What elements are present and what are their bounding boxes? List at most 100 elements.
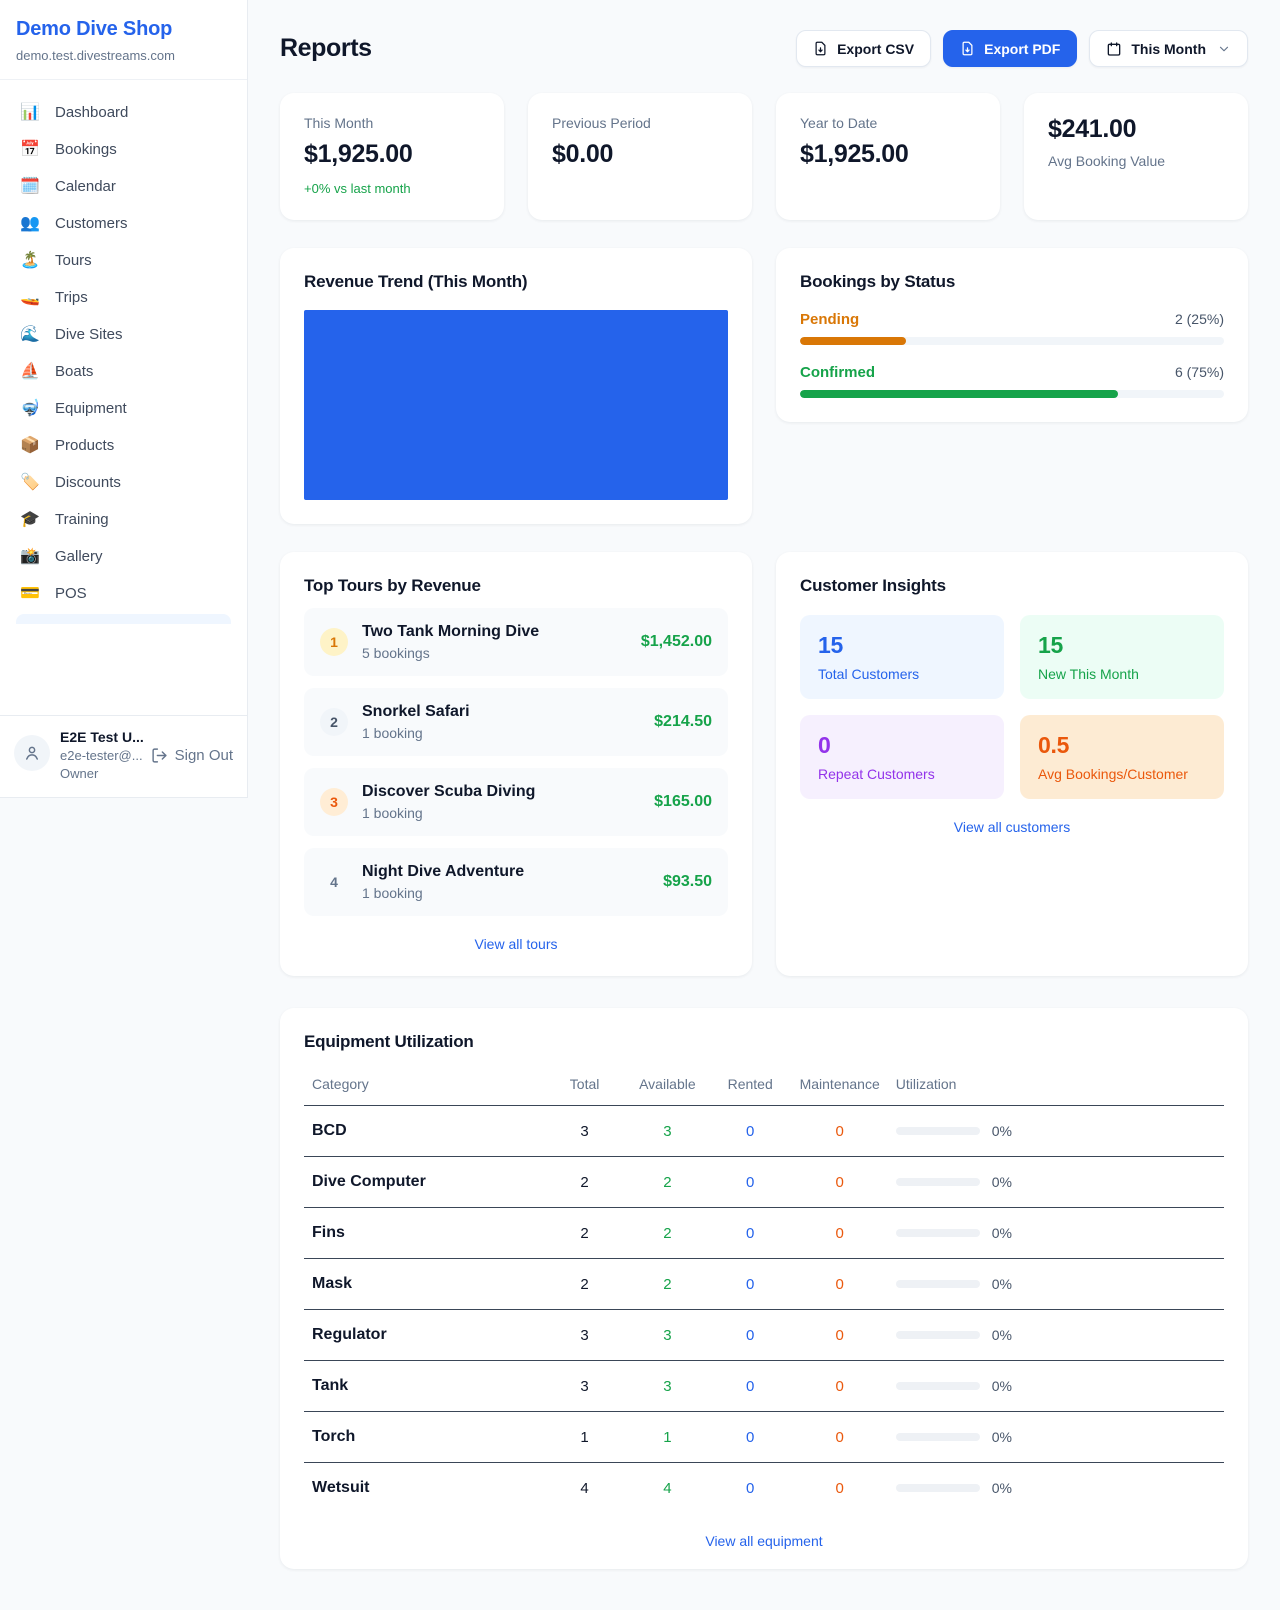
sidebar-item-label: Customers [55,215,128,232]
tile-repeat-customers: 0 Repeat Customers [800,715,1004,799]
equipment-utilization-title: Equipment Utilization [304,1032,474,1051]
cell-rented: 0 [746,1479,755,1497]
cell-rented: 0 [708,1156,792,1208]
top-tours-title: Top Tours by Revenue [304,576,481,595]
sidebar-item-boats[interactable]: ⛵ Boats [8,353,239,390]
col-rented: Rented [708,1066,792,1106]
user-box: E2E Test U... e2e-tester@... Owner Sign … [0,715,247,797]
person-icon [26,746,38,760]
header-actions: Export CSV Export PDF This Month [796,30,1248,67]
sidebar-item-label: Bookings [55,141,117,158]
view-all-tours-link[interactable]: View all tours [304,936,728,952]
insight-grid: 15 Total Customers 15 New This Month 0 R… [800,615,1224,799]
cell-rented: 0 [708,1258,792,1310]
cell-category: Tank [304,1360,544,1412]
cell-utilization: 0% [887,1309,1224,1361]
sign-out-icon [152,747,167,763]
stat-value: $241.00 [1048,115,1137,143]
progress-track [800,390,1224,398]
rank-badge: 1 [320,628,348,656]
tour-row: 1 Two Tank Morning Dive 5 bookings $1,45… [304,608,728,676]
sidebar-item-tours[interactable]: 🏝️ Tours [8,242,239,279]
sidebar-item-trips[interactable]: 🚤 Trips [8,279,239,316]
user-role: Owner [60,766,99,781]
sidebar-item-pos[interactable]: 💳 POS [8,575,239,612]
tile-label: Total Customers [818,666,920,682]
table-row: Mask 2 2 0 0 0% [304,1258,1224,1310]
cell-utilization: 0% [887,1207,1224,1259]
revenue-trend-card: Revenue Trend (This Month) [280,248,752,524]
cell-rented: 0 [708,1207,792,1259]
utilization-percent: 0% [991,1174,1012,1190]
cell-rented: 0 [708,1411,792,1463]
utilization-track [895,1127,980,1135]
utilization-percent: 0% [991,1225,1012,1241]
status-count: 6 (75%) [1174,364,1224,380]
sidebar-item-discounts[interactable]: 🏷️ Discounts [8,464,239,501]
camera-icon: 📸 [20,547,40,565]
sidebar-item-label: Training [55,511,109,528]
cell-total: 1 [543,1411,626,1463]
table-row: Fins 2 2 0 0 0% [304,1207,1224,1259]
cell-maintenance: 0 [791,1105,888,1157]
main-content: Reports Export CSV Export PDF [248,0,1280,1601]
people-icon: 👥 [20,214,40,232]
sidebar-item-label: Discounts [55,474,121,491]
sidebar-item-gallery[interactable]: 📸 Gallery [8,538,239,575]
sidebar-item-dive-sites[interactable]: 🌊 Dive Sites [8,316,239,353]
progress-fill [800,337,906,345]
period-dropdown[interactable]: This Month [1089,30,1248,67]
cell-category: BCD [304,1105,544,1157]
export-csv-button[interactable]: Export CSV [796,30,932,67]
sidebar-item-products[interactable]: 📦 Products [8,427,239,464]
file-download-icon [815,41,826,56]
sidebar-item-customers[interactable]: 👥 Customers [8,205,239,242]
col-category: Category [304,1066,544,1106]
sidebar-item-dashboard[interactable]: 📊 Dashboard [8,94,239,131]
utilization-track [895,1331,980,1339]
utilization-percent: 0% [991,1378,1012,1394]
utilization-percent: 0% [991,1123,1012,1139]
sailboat-icon: ⛵ [20,362,40,380]
tour-row: 2 Snorkel Safari 1 booking $214.50 [304,688,728,756]
view-all-equipment-link[interactable]: View all equipment [304,1533,1224,1549]
sidebar-item-label: Dive Sites [55,326,123,343]
view-all-customers-link[interactable]: View all customers [800,819,1224,835]
export-pdf-button[interactable]: Export PDF [943,30,1078,67]
utilization-track [895,1178,980,1186]
stat-label: This Month [304,115,374,131]
tour-row: 4 Night Dive Adventure 1 booking $93.50 [304,848,728,916]
tour-revenue: $1,452.00 [640,633,712,650]
export-csv-label: Export CSV [837,40,915,57]
sidebar-item-bookings[interactable]: 📅 Bookings [8,131,239,168]
stat-card-avg-booking-value: $241.00 Avg Booking Value [1024,93,1248,220]
cell-rented: 0 [708,1309,792,1361]
tour-name: Two Tank Morning Dive [362,623,540,640]
cell-total: 2 [543,1258,626,1310]
cell-utilization: 0% [888,1463,1224,1514]
col-total: Total [543,1066,626,1106]
status-label: Pending [800,311,860,328]
sign-out-button[interactable]: Sign Out [151,747,233,764]
sidebar-item-label: Dashboard [55,104,129,121]
tile-value: 15 [818,632,843,658]
cell-rented: 0 [708,1105,792,1157]
sidebar-item-label: Boats [55,363,94,380]
sidebar: Demo Dive Shop demo.test.divestreams.com… [0,0,248,798]
user-email: e2e-tester@... [60,748,143,763]
top-tours-card: Top Tours by Revenue 1 Two Tank Morning … [280,552,752,976]
sidebar-item-equipment[interactable]: 🤿 Equipment [8,390,239,427]
utilization-percent: 0% [991,1327,1012,1343]
utilization-percent: 0% [991,1276,1012,1292]
sidebar-item-training[interactable]: 🎓 Training [8,501,239,538]
export-pdf-label: Export PDF [984,40,1061,57]
cell-total: 3 [543,1360,626,1412]
stat-card-year-to-date: Year to Date $1,925.00 [776,93,1000,220]
avatar [14,735,50,771]
progress-track [800,337,1224,345]
cell-available: 2 [625,1156,709,1208]
page-title: Reports [280,34,372,62]
revenue-trend-chart [304,310,728,500]
sidebar-item-calendar[interactable]: 🗓️ Calendar [8,168,239,205]
sidebar-item-active-clipped[interactable] [16,614,231,624]
